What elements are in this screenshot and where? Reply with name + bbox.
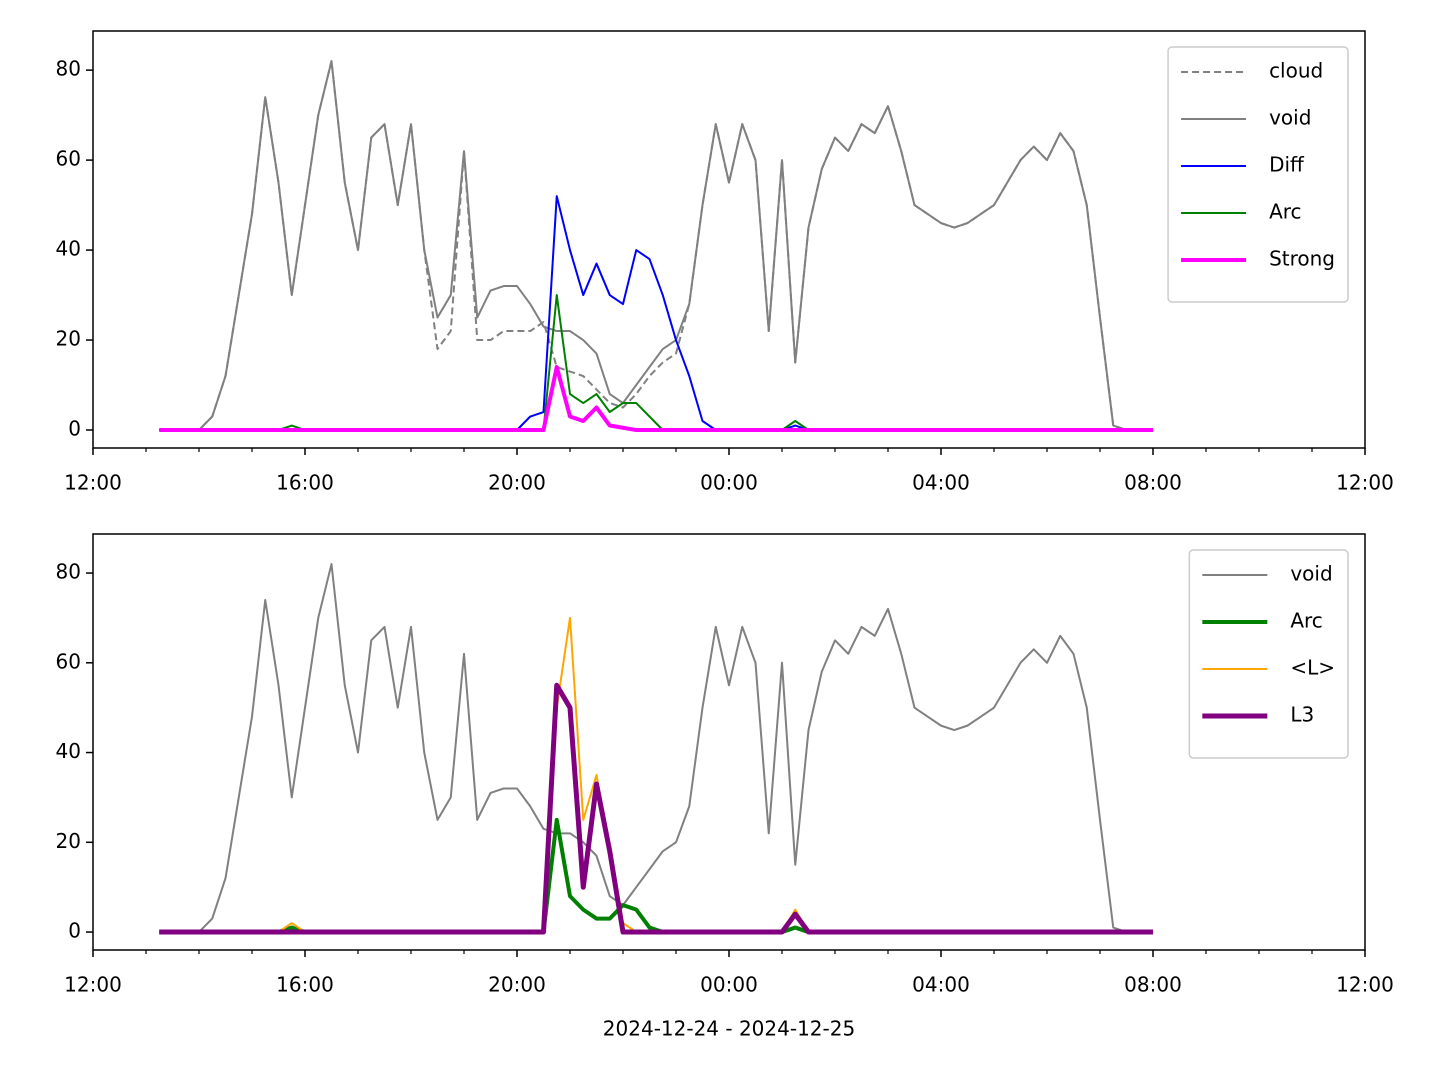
legend-label: Arc (1269, 200, 1301, 224)
y-tick-label: 60 (56, 147, 81, 171)
x-tick-label: 12:00 (1336, 973, 1394, 997)
legend-label: cloud (1269, 59, 1323, 83)
x-tick-label: 00:00 (700, 973, 758, 997)
y-tick-label: 40 (56, 739, 81, 763)
legend-label: void (1269, 106, 1311, 130)
legend-label: Arc (1290, 609, 1322, 633)
x-tick-label: 16:00 (276, 471, 334, 495)
x-tick-label: 04:00 (912, 973, 970, 997)
legend-label: L3 (1290, 703, 1314, 727)
subplot: 0 20 40 60 80 12:00 16:00 20:00 00:00 04:00 08:00 1… (56, 533, 1394, 1041)
y-tick-label: 20 (56, 829, 81, 853)
y-tick-label: 0 (68, 417, 81, 441)
legend: void Arc <L> L3 (1188, 549, 1349, 759)
x-tick-label: 00:00 (700, 471, 758, 495)
x-tick-label: 08:00 (1124, 973, 1182, 997)
legend-box (1167, 46, 1349, 303)
y-tick-label: 80 (56, 560, 81, 584)
series-line (159, 195, 1153, 432)
legend-label: void (1290, 562, 1332, 586)
x-tick-label: 12:00 (64, 471, 122, 495)
subplot: 0 20 40 60 80 12:00 16:00 20:00 00:00 04:00 08:00 1… (56, 30, 1394, 495)
plot-frame (92, 30, 1366, 449)
plot-frame (92, 533, 1366, 951)
y-tick-label: 20 (56, 327, 81, 351)
series-line (159, 60, 1153, 432)
series-line (159, 817, 1153, 935)
series-line (159, 60, 1153, 432)
series-line (159, 682, 1153, 935)
series-line (159, 616, 1153, 934)
legend-label: Diff (1269, 153, 1305, 177)
x-tick-label: 12:00 (1336, 471, 1394, 495)
x-tick-label: 20:00 (488, 973, 546, 997)
y-tick-label: 60 (56, 649, 81, 673)
series-line (159, 294, 1153, 432)
x-tick-label: 16:00 (276, 973, 334, 997)
legend-label: Strong (1269, 247, 1335, 271)
x-axis-label: 2024-12-24 - 2024-12-25 (603, 1017, 855, 1041)
x-tick-label: 12:00 (64, 973, 122, 997)
y-tick-label: 80 (56, 57, 81, 81)
legend-box (1188, 549, 1349, 759)
y-tick-label: 0 (68, 919, 81, 943)
y-tick-label: 40 (56, 237, 81, 261)
x-tick-label: 04:00 (912, 471, 970, 495)
legend: cloud void Diff Arc Strong (1167, 46, 1349, 303)
legend-label: <L> (1290, 656, 1335, 680)
series-line (159, 563, 1153, 934)
series-line (159, 365, 1153, 433)
x-tick-label: 20:00 (488, 471, 546, 495)
x-tick-label: 08:00 (1124, 471, 1182, 495)
